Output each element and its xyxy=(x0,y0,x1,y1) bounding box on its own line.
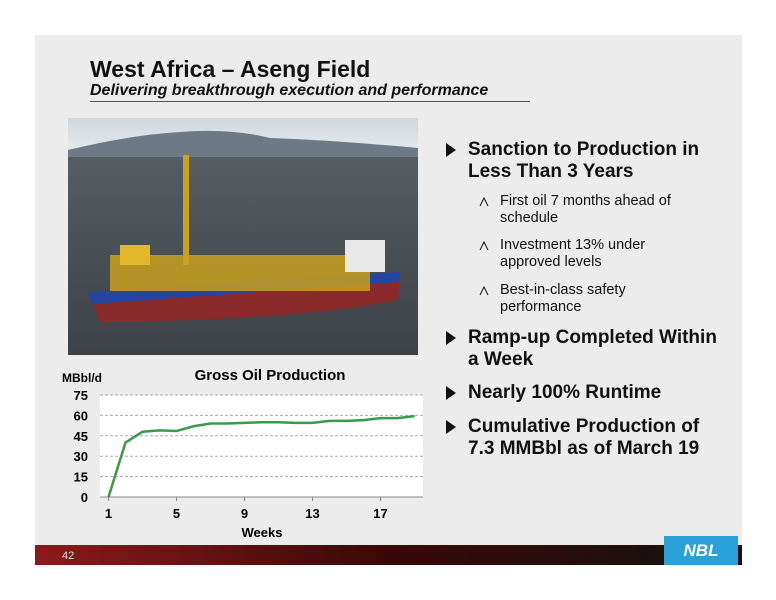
sub-bullet: First oil 7 months ahead of schedule xyxy=(500,193,671,226)
page-number: 42 xyxy=(62,550,74,562)
chart: Gross Oil ProductionMBbl/dWeeks015304560… xyxy=(62,367,423,540)
bullet: Ramp-up Completed Within a Week xyxy=(468,327,717,370)
x-tick-label: 1 xyxy=(105,506,112,521)
y-tick-label: 0 xyxy=(81,490,88,505)
logo: NBL xyxy=(684,541,719,560)
y-tick-label: 75 xyxy=(74,388,88,403)
y-axis-label: MBbl/d xyxy=(62,371,102,385)
chart-title: Gross Oil Production xyxy=(195,367,346,384)
plot-area xyxy=(100,395,423,497)
y-tick-label: 15 xyxy=(74,470,88,485)
x-tick-label: 5 xyxy=(173,506,180,521)
y-tick-label: 45 xyxy=(74,429,88,444)
logo-box xyxy=(664,536,738,565)
x-tick-label: 17 xyxy=(373,506,387,521)
slide-subtitle: Delivering breakthrough execution and pe… xyxy=(90,82,530,102)
bullet: Cumulative Production of 7.3 MMBbl as of… xyxy=(468,416,700,459)
x-axis-label: Weeks xyxy=(242,525,283,540)
slide-title: West Africa – Aseng Field xyxy=(90,56,371,82)
bullet-icons xyxy=(446,143,489,434)
sub-bullet: Investment 13% under approved levels xyxy=(500,237,646,270)
y-tick-label: 60 xyxy=(74,408,88,423)
sub-bullet: Best-in-class safety performance xyxy=(500,282,626,315)
y-tick-label: 30 xyxy=(74,449,88,464)
x-tick-label: 9 xyxy=(241,506,248,521)
x-tick-label: 13 xyxy=(305,506,319,521)
line xyxy=(107,414,415,498)
photo xyxy=(68,118,418,355)
bullet: Nearly 100% Runtime xyxy=(468,382,662,403)
footer-band xyxy=(35,545,742,565)
bullet: Sanction to Production in Less Than 3 Ye… xyxy=(468,139,700,182)
